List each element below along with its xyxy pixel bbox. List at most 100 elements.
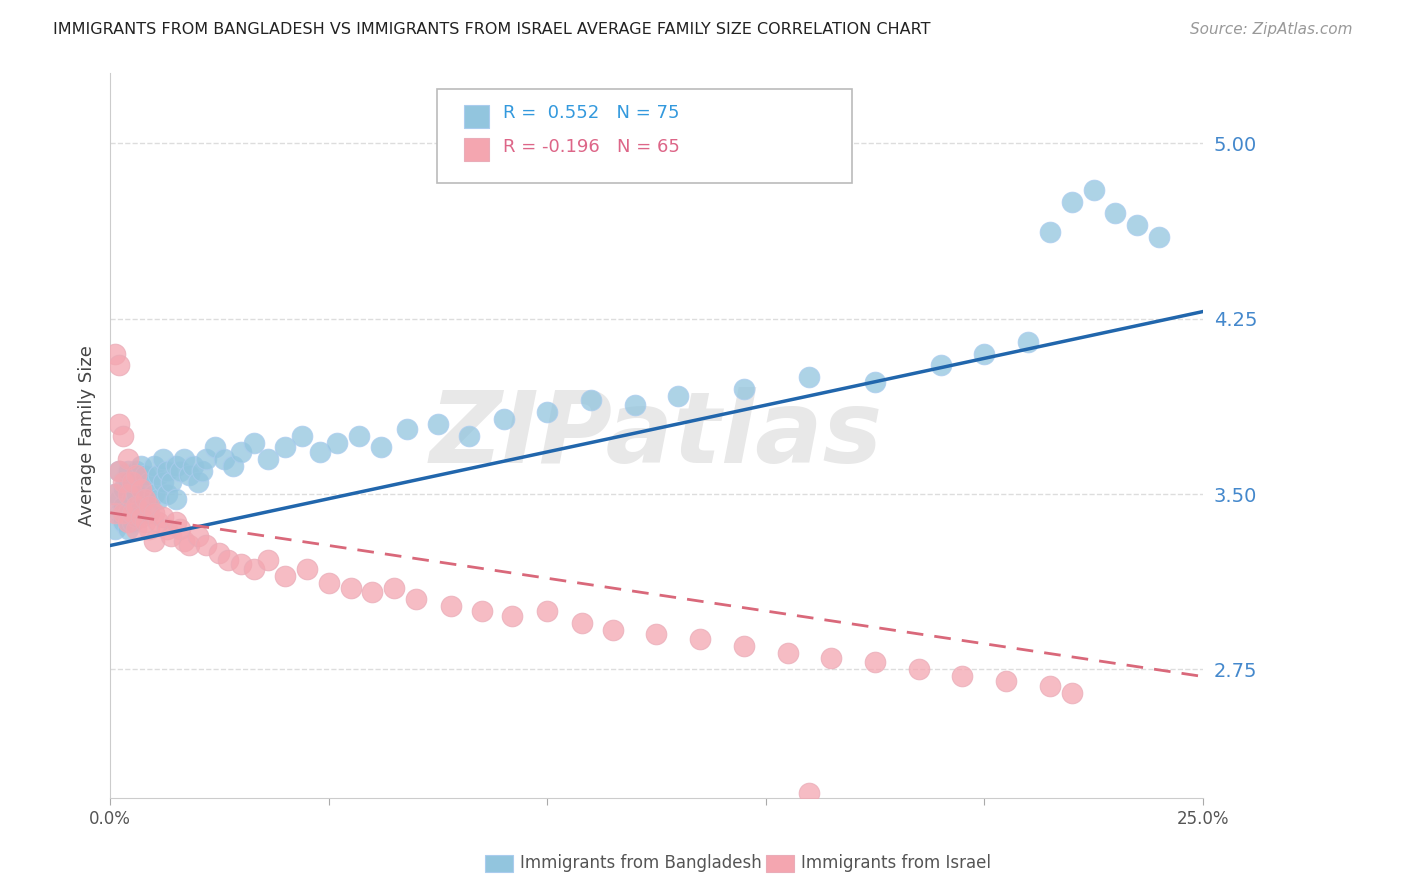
Point <box>138 506 160 520</box>
Point <box>121 475 143 490</box>
Point <box>212 452 235 467</box>
Point <box>117 452 139 467</box>
Point <box>181 458 204 473</box>
Point <box>195 539 218 553</box>
Point <box>103 506 125 520</box>
Point <box>863 375 886 389</box>
Point <box>165 515 187 529</box>
Point <box>243 562 266 576</box>
Point <box>929 359 952 373</box>
Point <box>138 499 160 513</box>
Text: Source: ZipAtlas.com: Source: ZipAtlas.com <box>1189 22 1353 37</box>
Point <box>129 510 152 524</box>
Point <box>121 475 143 490</box>
Point <box>405 592 427 607</box>
Point <box>291 428 314 442</box>
Point <box>121 491 143 506</box>
Point <box>117 522 139 536</box>
Point <box>129 483 152 497</box>
Point <box>169 522 191 536</box>
Point <box>973 347 995 361</box>
Point <box>152 475 174 490</box>
Point <box>471 604 494 618</box>
Point <box>117 515 139 529</box>
Point <box>1039 679 1062 693</box>
Point <box>142 506 165 520</box>
Point <box>121 515 143 529</box>
Point <box>125 487 148 501</box>
Point <box>129 458 152 473</box>
Point <box>1126 218 1149 232</box>
Point <box>103 347 125 361</box>
Text: R = -0.196   N = 65: R = -0.196 N = 65 <box>503 138 681 156</box>
Point <box>177 539 200 553</box>
Point <box>129 483 152 497</box>
Point <box>112 515 135 529</box>
Point <box>295 562 318 576</box>
Point <box>165 458 187 473</box>
Point <box>134 491 156 506</box>
Point <box>108 464 131 478</box>
Point <box>689 632 711 646</box>
Point <box>112 499 135 513</box>
Point <box>125 468 148 483</box>
Point <box>152 452 174 467</box>
Text: Immigrants from Bangladesh: Immigrants from Bangladesh <box>520 855 762 872</box>
Text: ZIPatlas: ZIPatlas <box>430 387 883 484</box>
Point <box>177 468 200 483</box>
Point <box>108 464 131 478</box>
Point <box>318 576 340 591</box>
Point <box>142 487 165 501</box>
Point <box>173 533 195 548</box>
Point <box>666 389 689 403</box>
Point <box>309 445 332 459</box>
Point <box>108 491 131 506</box>
Point <box>134 515 156 529</box>
Point <box>326 435 349 450</box>
Point <box>148 468 170 483</box>
Point <box>117 464 139 478</box>
Point <box>243 435 266 450</box>
Point <box>370 440 392 454</box>
Point <box>165 491 187 506</box>
Point <box>134 491 156 506</box>
Point <box>103 522 125 536</box>
Point <box>138 522 160 536</box>
Point <box>1039 225 1062 239</box>
Point <box>799 787 821 801</box>
Point <box>152 510 174 524</box>
Point <box>117 475 139 490</box>
Point <box>349 428 371 442</box>
Point <box>457 428 479 442</box>
Point <box>1017 334 1039 349</box>
Point <box>492 412 515 426</box>
Text: Immigrants from Israel: Immigrants from Israel <box>801 855 991 872</box>
Point <box>733 639 755 653</box>
Point <box>1060 686 1083 700</box>
Point <box>204 440 226 454</box>
Point <box>103 487 125 501</box>
Point <box>112 428 135 442</box>
Point <box>602 623 624 637</box>
Point <box>536 604 558 618</box>
Point <box>995 674 1018 689</box>
Point <box>148 515 170 529</box>
Point <box>117 487 139 501</box>
Point <box>274 440 297 454</box>
Point <box>129 499 152 513</box>
Point <box>361 585 384 599</box>
Text: IMMIGRANTS FROM BANGLADESH VS IMMIGRANTS FROM ISRAEL AVERAGE FAMILY SIZE CORRELA: IMMIGRANTS FROM BANGLADESH VS IMMIGRANTS… <box>53 22 931 37</box>
Point <box>142 533 165 548</box>
Point <box>396 421 419 435</box>
Point <box>169 464 191 478</box>
Point <box>339 581 361 595</box>
Point <box>217 552 239 566</box>
Point <box>952 669 974 683</box>
Point <box>108 506 131 520</box>
Point <box>221 458 243 473</box>
Point <box>536 405 558 419</box>
Point <box>156 464 179 478</box>
Y-axis label: Average Family Size: Average Family Size <box>79 345 96 526</box>
Point <box>125 464 148 478</box>
Point <box>142 458 165 473</box>
